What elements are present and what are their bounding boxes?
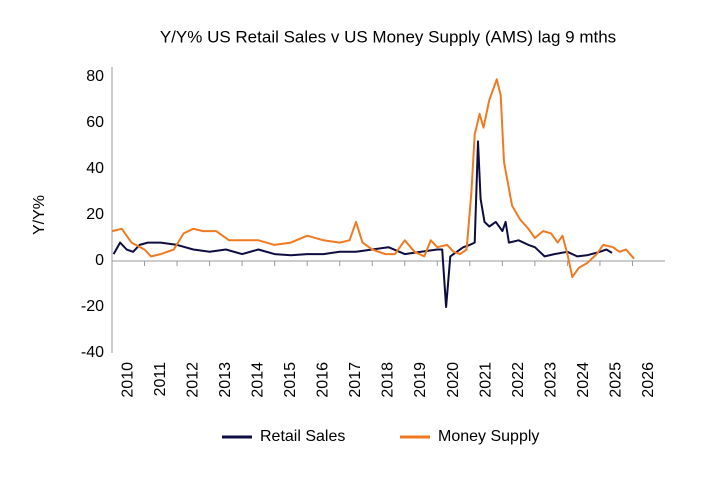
y-tick-label: 20	[86, 206, 104, 223]
x-tick-label: 2011	[152, 362, 169, 397]
x-tick-label: 2020	[445, 362, 462, 398]
x-tick-label: 2022	[510, 362, 527, 398]
x-tick-label: 2024	[575, 362, 592, 398]
x-tick-label: 2018	[380, 362, 397, 398]
x-tick-label: 2023	[542, 362, 559, 398]
x-tick-label: 2019	[412, 362, 429, 398]
x-tick-label: 2026	[640, 362, 657, 398]
x-tick-label: 2015	[282, 362, 299, 398]
x-tick-label: 2013	[217, 362, 234, 398]
x-tick-label: 2010	[119, 362, 136, 398]
line-series	[111, 78, 635, 279]
x-tick-label: 2017	[347, 362, 364, 398]
x-tick-label: 2012	[185, 362, 202, 398]
legend-label: Money Supply	[438, 428, 539, 445]
legend-label: Retail Sales	[260, 428, 345, 445]
chart-title: Y/Y% US Retail Sales v US Money Supply (…	[160, 27, 616, 46]
y-tick-label: 80	[86, 68, 104, 85]
y-axis-label: Y/Y%	[31, 195, 48, 235]
y-tick-label: 40	[86, 160, 104, 177]
y-tick-label: 0	[95, 252, 104, 269]
line-series	[112, 140, 613, 308]
x-tick-label: 2021	[477, 362, 494, 398]
y-tick-label: -20	[81, 298, 104, 315]
x-tick-label: 2014	[250, 362, 267, 398]
x-tick-label: 2025	[607, 362, 624, 398]
y-tick-label: 60	[86, 114, 104, 131]
x-tick-label: 2016	[315, 362, 332, 398]
y-tick-label: -40	[81, 344, 104, 361]
